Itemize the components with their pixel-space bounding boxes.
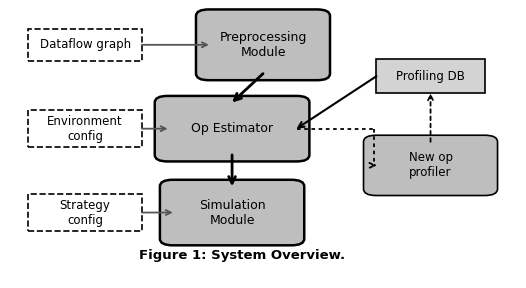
FancyBboxPatch shape	[28, 110, 142, 147]
Text: Dataflow graph: Dataflow graph	[39, 38, 131, 51]
Text: Simulation
Module: Simulation Module	[199, 198, 266, 227]
FancyBboxPatch shape	[160, 180, 304, 245]
Text: Figure 1: System Overview.: Figure 1: System Overview.	[139, 249, 346, 262]
FancyBboxPatch shape	[196, 10, 330, 80]
Text: New op
profiler: New op profiler	[409, 151, 452, 179]
Text: Profiling DB: Profiling DB	[396, 70, 465, 83]
FancyBboxPatch shape	[377, 59, 484, 93]
Text: Strategy
config: Strategy config	[60, 198, 110, 227]
FancyBboxPatch shape	[155, 96, 309, 162]
FancyBboxPatch shape	[28, 29, 142, 60]
Text: Preprocessing
Module: Preprocessing Module	[219, 31, 307, 59]
Text: Op Estimator: Op Estimator	[191, 122, 273, 135]
Text: Environment
config: Environment config	[47, 115, 123, 143]
FancyBboxPatch shape	[28, 194, 142, 231]
FancyBboxPatch shape	[363, 135, 498, 196]
